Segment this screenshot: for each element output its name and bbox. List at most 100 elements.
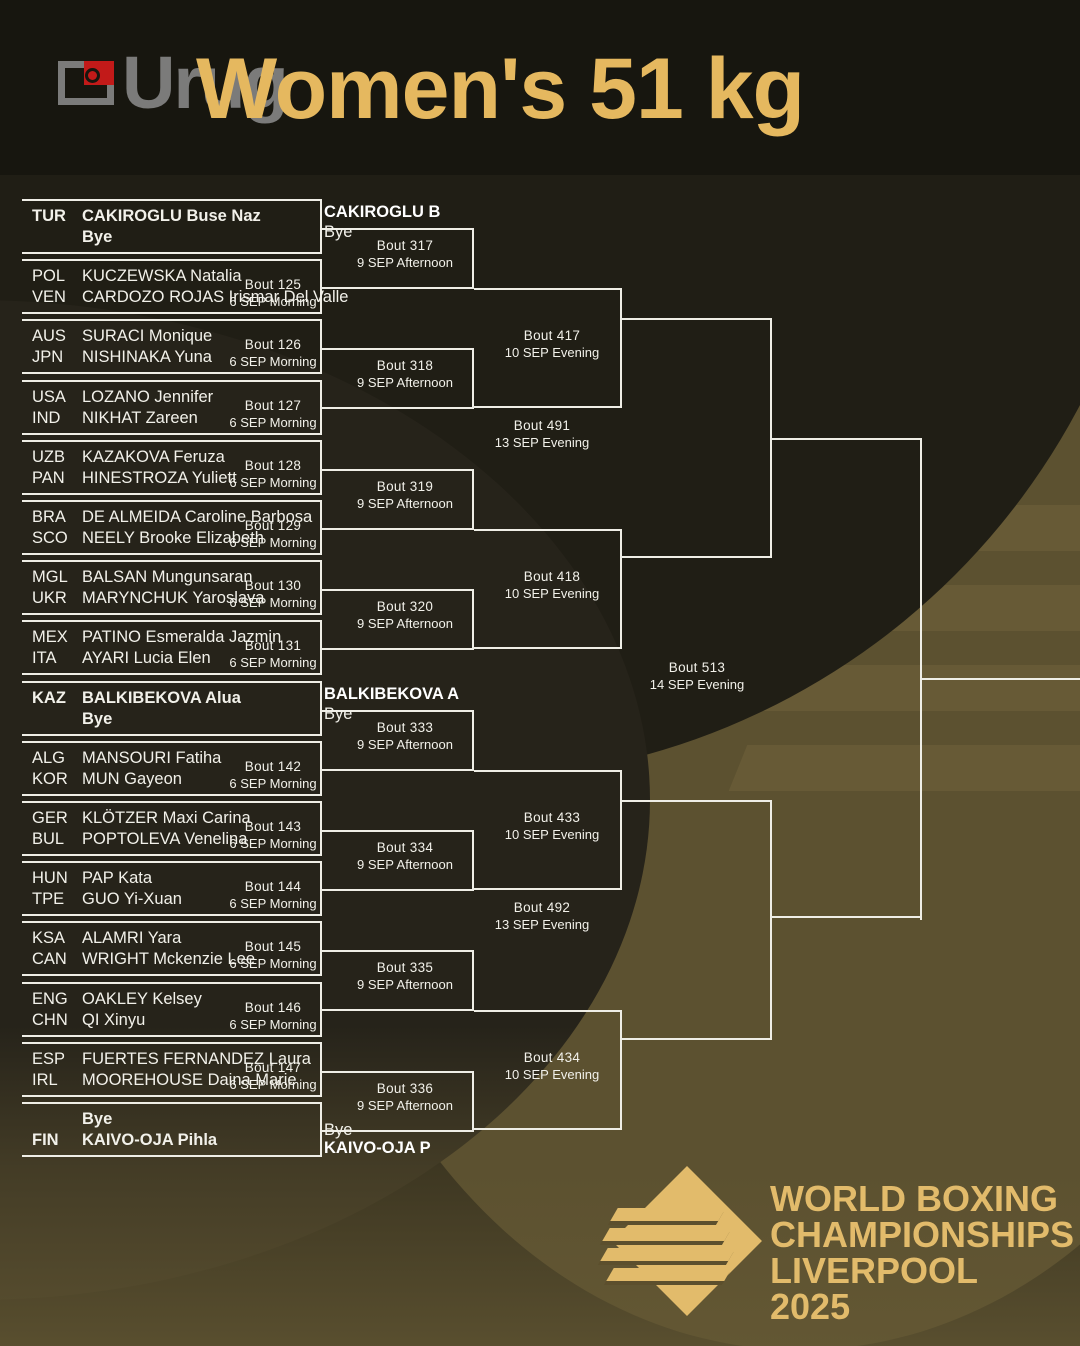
world-boxing-diamond-icon [600, 1166, 762, 1328]
athlete-noc: TPE [32, 889, 65, 908]
athlete-row: ALG MANSOURI Fatiha [22, 745, 320, 771]
athlete-name: GUO Yi-Xuan [82, 889, 182, 908]
athlete-noc: AUS [32, 326, 66, 345]
athlete-noc: TUR [32, 206, 66, 225]
athlete-name: KAIVO-OJA Pihla [82, 1130, 218, 1149]
round1-pair: BRA DE ALMEIDA Caroline Barbosa SCO NEELY B… [22, 500, 322, 555]
athlete-name: WRIGHT Mckenzie Lee [82, 949, 255, 968]
athlete-noc: IND [32, 408, 61, 427]
footer-line-2: CHAMPIONSHIPS [770, 1214, 1075, 1255]
athlete-row: AUS SURACI Monique [22, 323, 320, 349]
round2-bye-label: Bye [324, 705, 353, 723]
athlete-name: CAKIROGLU Buse Naz [82, 206, 261, 225]
athlete-name: QI Xinyu [82, 1010, 146, 1029]
athlete-noc: KSA [32, 928, 66, 947]
athlete-name: CARDOZO ROJAS Irismar Del Valle [82, 287, 349, 306]
athlete-noc: ENG [32, 989, 68, 1008]
athlete-row: KOR MUN Gayeon [22, 766, 320, 792]
athlete-noc: KAZ [32, 688, 66, 707]
page-title: Women's 51 kg [196, 41, 805, 137]
athlete-noc: KOR [32, 769, 68, 788]
athlete-row: UZB KAZAKOVA Feruza [22, 444, 320, 470]
champion-line [920, 678, 1080, 680]
athlete-noc: ESP [32, 1049, 66, 1068]
round1-pair: HUN PAP Kata TPE GUO Yi-Xuan [22, 861, 322, 916]
athlete-row: UKR MARYNCHUK Yaroslava [22, 585, 320, 611]
round1-pair: GER KLÖTZER Maxi Carina BUL POPTOLEVA Venel… [22, 801, 322, 856]
round2-advanced-name: KAIVO-OJA P [324, 1139, 431, 1157]
athlete-row: ITA AYARI Lucia Elen [22, 645, 320, 671]
athlete-name: FUERTES FERNANDEZ Laura [82, 1049, 311, 1068]
quarterfinal-frame [474, 770, 622, 890]
athlete-name: ALAMRI Yara [82, 928, 182, 947]
round1-pair: MEX PATINO Esmeralda Jazmin ITA AYARI Lucia… [22, 620, 322, 675]
round1-pair: AUS SURACI Monique JPN NISHINAKA Yuna [22, 319, 322, 374]
athlete-noc: PAN [32, 468, 65, 487]
athlete-name: Bye [82, 709, 113, 728]
round2-frame [322, 228, 474, 289]
athlete-name: DE ALMEIDA Caroline Barbosa [82, 507, 313, 526]
footer-logo-text: WORLD BOXING CHAMPIONSHIPS LIVERPOOL 202… [770, 1181, 1074, 1325]
round2-frame [322, 1071, 474, 1132]
athlete-row: MGL BALSAN Mungunsaran [22, 564, 320, 590]
world-boxing-championships-logo: WORLD BOXING CHAMPIONSHIPS LIVERPOOL 202… [600, 1166, 1074, 1328]
athlete-noc: ALG [32, 748, 66, 767]
athlete-row: Bye [22, 224, 320, 250]
athlete-row: BRA DE ALMEIDA Caroline Barbosa [22, 504, 320, 530]
athlete-noc: CHN [32, 1010, 68, 1029]
athlete-name: HINESTROZA Yuliett [82, 468, 237, 487]
athlete-row: CAN WRIGHT Mckenzie Lee [22, 946, 320, 972]
round1-pair: TUR CAKIROGLU Buse Naz Bye [22, 199, 322, 254]
athlete-row: ESP FUERTES FERNANDEZ Laura [22, 1046, 320, 1072]
athlete-noc: UZB [32, 447, 65, 466]
semifinal-frame [622, 800, 772, 1040]
athlete-noc: HUN [32, 868, 68, 887]
athlete-row: ENG OAKLEY Kelsey [22, 986, 320, 1012]
round1-pair: UZB KAZAKOVA Feruza PAN HINESTROZA Yuliett [22, 440, 322, 495]
athlete-name: SURACI Monique [82, 326, 213, 345]
athlete-name: BALSAN Mungunsaran [82, 567, 253, 586]
athlete-row: IRL MOOREHOUSE Daina Marie [22, 1067, 320, 1093]
athlete-name: PATINO Esmeralda Jazmin [82, 627, 282, 646]
athlete-row: VEN CARDOZO ROJAS Irismar Del Valle [22, 284, 348, 310]
footer-line-4: 2025 [770, 1286, 851, 1327]
round2-bye-label: Bye [324, 1121, 353, 1139]
athlete-noc: MEX [32, 627, 68, 646]
athlete-row: PAN HINESTROZA Yuliett [22, 465, 320, 491]
athlete-noc: POL [32, 266, 66, 285]
watermark-text: Urug [122, 41, 289, 124]
athlete-name: MARYNCHUK Yaroslava [82, 588, 265, 607]
round1-pair: ENG OAKLEY Kelsey CHN QI Xinyu [22, 982, 322, 1037]
athlete-name: Bye [82, 1109, 113, 1128]
athlete-name: MUN Gayeon [82, 769, 182, 788]
athlete-name: MANSOURI Fatiha [82, 748, 222, 767]
athlete-row: SCO NEELY Brooke Elizabeth [22, 525, 320, 551]
athlete-row: TPE GUO Yi-Xuan [22, 886, 320, 912]
athlete-noc: FIN [32, 1130, 59, 1149]
round2-advanced-name: CAKIROGLU B [324, 203, 441, 221]
athlete-name: NIKHAT Zareen [82, 408, 198, 427]
round1-pair: ESP FUERTES FERNANDEZ Laura IRL MOOREHOUSE … [22, 1042, 322, 1097]
athlete-name: NEELY Brooke Elizabeth [82, 528, 264, 547]
athlete-noc: BUL [32, 829, 65, 848]
round1-pair: USA LOZANO Jennifer IND NIKHAT Zareen [22, 380, 322, 435]
bg-bottom-wash [0, 1026, 1080, 1346]
round2-frame [322, 469, 474, 530]
athlete-row: TUR CAKIROGLU Buse Naz [22, 203, 320, 229]
athlete-noc: SCO [32, 528, 68, 547]
athlete-name: AYARI Lucia Elen [82, 648, 211, 667]
athlete-name: Bye [82, 227, 113, 246]
uruguay-watermark-logo: Urug [58, 41, 289, 124]
bg-header-band [0, 0, 1080, 175]
round2-frame [322, 589, 474, 650]
athlete-noc: UKR [32, 588, 67, 607]
athlete-row: BUL POPTOLEVA Venelina [22, 826, 320, 852]
camera-frame-icon [58, 57, 120, 109]
round2-advanced-name: BALKIBEKOVA A [324, 685, 460, 703]
athlete-row: HUN PAP Kata [22, 865, 320, 891]
round1-pair: KAZ BALKIBEKOVA Alua Bye [22, 681, 322, 736]
athlete-name: KAZAKOVA Feruza [82, 447, 225, 466]
round1-pair: KSA ALAMRI Yara CAN WRIGHT Mckenzie Lee [22, 921, 322, 976]
round1-pair: ALG MANSOURI Fatiha KOR MUN Gayeon [22, 741, 322, 796]
